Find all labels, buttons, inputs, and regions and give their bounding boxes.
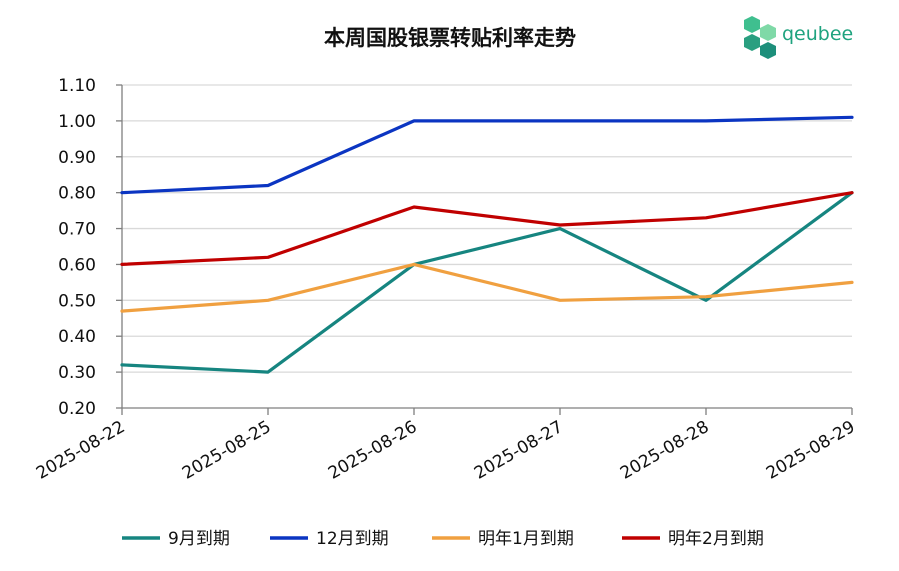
series-line-4 bbox=[120, 191, 854, 266]
legend-label: 9月到期 bbox=[168, 529, 230, 549]
chart-title: 本周国股银票转贴利率走势 bbox=[324, 26, 576, 50]
y-tick-label: 0.70 bbox=[58, 220, 96, 240]
qeubee-logo: qeubee bbox=[744, 16, 853, 59]
y-tick-label: 0.90 bbox=[58, 148, 96, 168]
y-tick-label: 0.60 bbox=[58, 255, 96, 275]
y-tick-label: 1.10 bbox=[58, 76, 96, 96]
series-line-2 bbox=[120, 115, 854, 195]
y-tick-label: 1.00 bbox=[58, 112, 96, 132]
y-tick-label: 0.40 bbox=[58, 327, 96, 347]
legend: 9月到期 12月到期 明年1月到期 明年2月到期 bbox=[122, 529, 764, 549]
y-tick-label: 0.20 bbox=[58, 399, 96, 419]
series-line-3 bbox=[120, 262, 854, 313]
series-line-1 bbox=[120, 191, 854, 374]
logo-text: qeubee bbox=[782, 23, 853, 45]
y-tick-label: 0.50 bbox=[58, 291, 96, 311]
series-lines bbox=[120, 115, 854, 374]
legend-label: 明年2月到期 bbox=[668, 529, 764, 549]
legend-label: 12月到期 bbox=[316, 529, 389, 549]
y-tick-label: 0.80 bbox=[58, 184, 96, 204]
cube-logo-icon bbox=[744, 16, 776, 59]
y-tick-label: 0.30 bbox=[58, 363, 96, 383]
legend-label: 明年1月到期 bbox=[478, 529, 574, 549]
